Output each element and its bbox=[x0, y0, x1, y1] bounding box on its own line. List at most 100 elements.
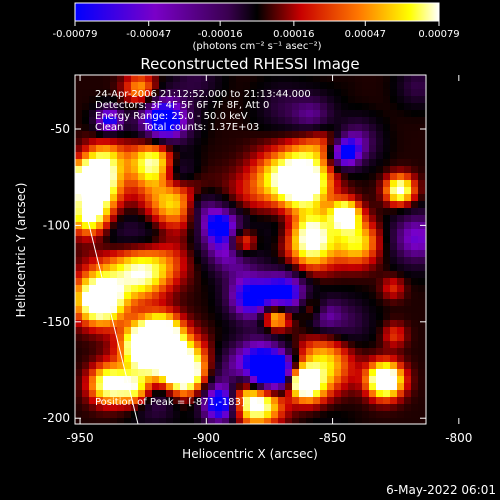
heatmap-cell bbox=[313, 334, 321, 342]
heatmap-cell bbox=[236, 89, 244, 97]
heatmap-cell bbox=[243, 75, 251, 83]
heatmap-cell bbox=[131, 166, 139, 174]
heatmap-cell bbox=[264, 285, 272, 293]
heatmap-cell bbox=[138, 362, 146, 370]
heatmap-cell bbox=[341, 124, 349, 132]
heatmap-cell bbox=[327, 215, 335, 223]
heatmap-cell bbox=[404, 383, 412, 391]
heatmap-cell bbox=[355, 278, 363, 286]
heatmap-cell bbox=[397, 138, 405, 146]
heatmap-cell bbox=[404, 341, 412, 349]
heatmap-cell bbox=[138, 348, 146, 356]
x-tick-label: -900 bbox=[193, 431, 220, 445]
heatmap-cell bbox=[131, 243, 139, 251]
heatmap-cell bbox=[201, 89, 209, 97]
heatmap-cell bbox=[194, 75, 202, 83]
heatmap-cell bbox=[243, 285, 251, 293]
heatmap-cell bbox=[180, 278, 188, 286]
heatmap-cell bbox=[348, 180, 356, 188]
heatmap-cell bbox=[166, 166, 174, 174]
heatmap-cell bbox=[257, 285, 265, 293]
heatmap-cell bbox=[404, 96, 412, 104]
heatmap-cell bbox=[173, 250, 181, 258]
heatmap-cell bbox=[362, 117, 370, 125]
heatmap-cell bbox=[117, 383, 125, 391]
heatmap-cell bbox=[124, 201, 132, 209]
heatmap-cell bbox=[187, 411, 195, 419]
heatmap-cell bbox=[131, 390, 139, 398]
heatmap-cell bbox=[264, 180, 272, 188]
heatmap-cell bbox=[313, 348, 321, 356]
heatmap-cell bbox=[327, 404, 335, 412]
heatmap-cell bbox=[341, 201, 349, 209]
heatmap-cell bbox=[89, 355, 97, 363]
heatmap-cell bbox=[215, 159, 223, 167]
heatmap-cell bbox=[75, 306, 83, 314]
heatmap-cell bbox=[278, 96, 286, 104]
heatmap-cell bbox=[117, 138, 125, 146]
heatmap-cell bbox=[285, 320, 293, 328]
heatmap-cell bbox=[397, 208, 405, 216]
heatmap-cell bbox=[383, 110, 391, 118]
heatmap-cell bbox=[285, 390, 293, 398]
heatmap-cell bbox=[299, 362, 307, 370]
heatmap-cell bbox=[208, 103, 216, 111]
heatmap-cell bbox=[341, 257, 349, 265]
heatmap-cell bbox=[180, 369, 188, 377]
heatmap-cell bbox=[89, 299, 97, 307]
footer-date: 6-May-2022 06:01 bbox=[386, 483, 496, 497]
heatmap-cell bbox=[320, 327, 328, 335]
heatmap-cell bbox=[201, 96, 209, 104]
heatmap-cell bbox=[383, 222, 391, 230]
heatmap-cell bbox=[96, 215, 104, 223]
heatmap-cell bbox=[208, 96, 216, 104]
heatmap-cell bbox=[383, 173, 391, 181]
heatmap-cell bbox=[145, 397, 153, 405]
heatmap-cell bbox=[201, 348, 209, 356]
heatmap-cell bbox=[362, 229, 370, 237]
heatmap-cell bbox=[82, 341, 90, 349]
heatmap-cell bbox=[369, 229, 377, 237]
heatmap-cell bbox=[229, 376, 237, 384]
heatmap-cell bbox=[264, 215, 272, 223]
heatmap-cell bbox=[355, 152, 363, 160]
heatmap-cell bbox=[299, 222, 307, 230]
heatmap-cell bbox=[376, 117, 384, 125]
heatmap-cell bbox=[243, 152, 251, 160]
heatmap-cell bbox=[180, 117, 188, 125]
heatmap-cell bbox=[355, 187, 363, 195]
heatmap-cell bbox=[390, 376, 398, 384]
heatmap-cell bbox=[376, 327, 384, 335]
heatmap-cell bbox=[110, 285, 118, 293]
heatmap-cell bbox=[222, 131, 230, 139]
heatmap-cell bbox=[320, 96, 328, 104]
heatmap-cell bbox=[215, 257, 223, 265]
heatmap-cell bbox=[166, 341, 174, 349]
heatmap-cell bbox=[348, 418, 356, 424]
heatmap-cell bbox=[271, 173, 279, 181]
heatmap-cell bbox=[341, 362, 349, 370]
heatmap-cell bbox=[103, 117, 111, 125]
heatmap-cell bbox=[299, 201, 307, 209]
heatmap-cell bbox=[187, 75, 195, 83]
heatmap-cell bbox=[124, 110, 132, 118]
heatmap-cell bbox=[145, 124, 153, 132]
heatmap-cell bbox=[138, 166, 146, 174]
heatmap-cell bbox=[131, 334, 139, 342]
heatmap-cell bbox=[173, 243, 181, 251]
heatmap-cell bbox=[278, 208, 286, 216]
heatmap-cell bbox=[82, 285, 90, 293]
heatmap-cell bbox=[152, 222, 160, 230]
heatmap-cell bbox=[271, 257, 279, 265]
heatmap-cell bbox=[292, 82, 300, 90]
heatmap-cell bbox=[264, 131, 272, 139]
heatmap-cell bbox=[313, 236, 321, 244]
heatmap-cell bbox=[117, 390, 125, 398]
heatmap-cell bbox=[201, 208, 209, 216]
heatmap-cell bbox=[124, 369, 132, 377]
heatmap-cell bbox=[320, 243, 328, 251]
heatmap-cell bbox=[243, 306, 251, 314]
heatmap-cell bbox=[313, 285, 321, 293]
heatmap-cell bbox=[138, 376, 146, 384]
heatmap-cell bbox=[278, 313, 286, 321]
